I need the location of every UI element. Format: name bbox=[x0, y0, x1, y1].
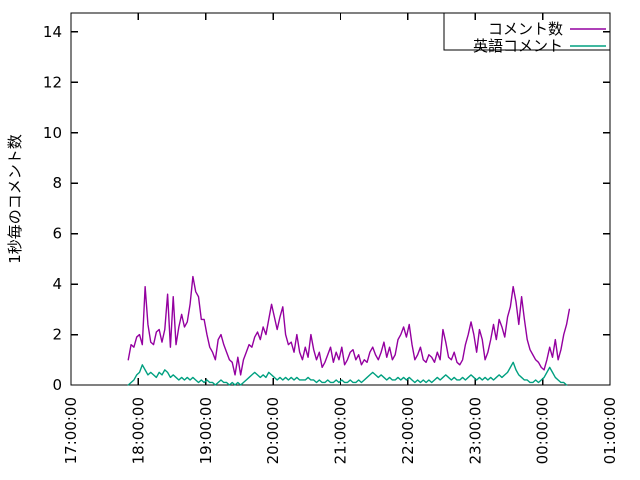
y-axis-title: 1秒毎のコメント数 bbox=[6, 134, 24, 264]
y-axis: 0 2 4 6 8 10 12 14 bbox=[43, 23, 610, 394]
y-tick-label: 6 bbox=[52, 225, 62, 243]
x-tick-label: 18:00:00 bbox=[129, 397, 147, 464]
x-tick-label: 22:00:00 bbox=[399, 397, 417, 464]
y-tick-label: 4 bbox=[52, 275, 62, 293]
x-tick-label: 01:00:00 bbox=[601, 397, 619, 464]
y-tick-label: 10 bbox=[43, 124, 62, 142]
x-tick-label: 00:00:00 bbox=[534, 397, 552, 464]
x-axis: 17:00:00 18:00:00 19:00:00 20:00:00 21:00:00… bbox=[62, 13, 619, 464]
y-tick-label: 14 bbox=[43, 23, 62, 41]
x-tick-label: 23:00:00 bbox=[466, 397, 484, 464]
series-line-comments bbox=[127, 275, 571, 376]
y-tick-label: 12 bbox=[43, 73, 62, 91]
y-tick-label: 0 bbox=[52, 376, 62, 394]
y-tick-label: 8 bbox=[52, 174, 62, 192]
legend-label: コメント数 bbox=[488, 20, 563, 38]
x-tick-label: 17:00:00 bbox=[62, 397, 80, 464]
x-tick-label: 20:00:00 bbox=[264, 397, 282, 464]
series-group bbox=[127, 275, 571, 386]
y-tick-label: 2 bbox=[52, 326, 62, 344]
series-line-english-comments bbox=[127, 361, 568, 386]
x-tick-label: 19:00:00 bbox=[197, 397, 215, 464]
x-tick-label: 21:00:00 bbox=[332, 397, 350, 464]
plot-border bbox=[70, 12, 611, 386]
legend-label: 英語コメント bbox=[473, 37, 563, 55]
